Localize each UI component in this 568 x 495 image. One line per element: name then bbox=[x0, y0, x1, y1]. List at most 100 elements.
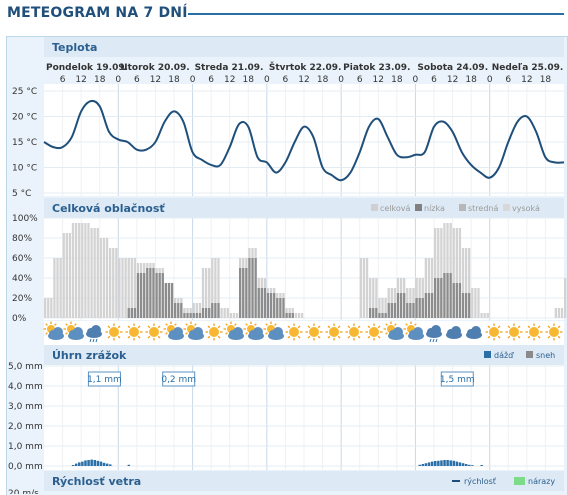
sun-disc bbox=[549, 327, 559, 337]
precip-bar bbox=[464, 464, 468, 466]
cloud-shape bbox=[431, 325, 441, 335]
cloud-low-bar bbox=[396, 293, 400, 318]
hour-label: 18 bbox=[94, 75, 106, 85]
cloud-total-bar bbox=[112, 248, 115, 318]
sun-disc bbox=[289, 327, 299, 337]
sun-ray bbox=[327, 325, 331, 329]
cloud-total-bar bbox=[87, 223, 90, 318]
sun-ray bbox=[207, 325, 211, 329]
rain-icon bbox=[426, 325, 442, 343]
sun-disc bbox=[129, 327, 139, 337]
cloud-total-bar bbox=[65, 233, 68, 318]
cloud-total-bar bbox=[198, 303, 202, 318]
precip-bar bbox=[458, 462, 462, 466]
cloud-total-bar bbox=[375, 278, 378, 318]
cloud-total-bar bbox=[477, 288, 480, 318]
precip-callout-box bbox=[440, 371, 474, 387]
hour-label: 12 bbox=[373, 75, 384, 85]
precip-bar bbox=[99, 461, 103, 466]
rain-drop bbox=[432, 338, 435, 343]
sun-ray bbox=[357, 325, 361, 329]
cloud-total-bar bbox=[560, 308, 564, 318]
sun-ray bbox=[297, 325, 301, 329]
cloud-total-bar bbox=[461, 248, 465, 318]
cloud-total-bar bbox=[93, 228, 96, 318]
cloud-total-bar bbox=[300, 313, 304, 318]
cloud-low-bar bbox=[211, 303, 214, 318]
cloud-total-bar bbox=[62, 233, 65, 318]
precip-callout-box bbox=[162, 371, 196, 387]
sun-ray bbox=[165, 332, 168, 335]
partly-cloudy-icon bbox=[243, 321, 264, 340]
cloud-low-bar bbox=[384, 313, 387, 318]
partly-cloudy-icon bbox=[183, 321, 204, 340]
cloud-low-bar bbox=[403, 293, 406, 318]
precip-callout-box bbox=[87, 371, 121, 387]
cloud-legend-label: celková bbox=[380, 204, 411, 213]
cloud-icon bbox=[466, 326, 482, 339]
hour-label: 18 bbox=[168, 75, 180, 85]
precip-bar bbox=[81, 461, 84, 466]
precip-bar bbox=[452, 460, 456, 466]
cloud-total-bar bbox=[127, 258, 130, 318]
cloud-low-bar bbox=[415, 298, 418, 318]
hour-label: 12 bbox=[447, 75, 458, 85]
cloud-low-bar bbox=[455, 283, 458, 318]
sun-ray bbox=[317, 335, 321, 339]
cloud-low-bar bbox=[291, 313, 294, 318]
cloud-shape bbox=[451, 326, 461, 336]
cloud-low-bar bbox=[183, 313, 186, 318]
sun-ray bbox=[287, 335, 291, 339]
sun-ray bbox=[557, 335, 561, 339]
cloud-total-bar bbox=[449, 223, 452, 318]
cloud-low-bar bbox=[127, 308, 130, 318]
precip-legend-label: sneh bbox=[536, 351, 555, 360]
rain-drop bbox=[429, 338, 432, 343]
wind-legend-swatch bbox=[514, 477, 525, 485]
sun-ray bbox=[157, 335, 161, 339]
cloud-total-bar bbox=[53, 258, 56, 318]
cloud-total-bar bbox=[68, 233, 72, 318]
cloud-shape bbox=[253, 327, 263, 337]
cloud-low-bar bbox=[279, 298, 282, 318]
precip-bar bbox=[109, 464, 112, 466]
cloud-low-bar bbox=[192, 313, 195, 318]
sun-ray bbox=[405, 323, 408, 326]
hour-label: 0 bbox=[413, 75, 419, 85]
temp-tick-label: 10 °C bbox=[12, 164, 37, 174]
cloud-total-bar bbox=[47, 298, 50, 318]
cloud-low-bar bbox=[443, 273, 446, 318]
cloud-total-bar bbox=[99, 238, 103, 318]
temp-header-bar bbox=[44, 37, 564, 57]
sun-ray bbox=[45, 323, 48, 326]
sun-ray bbox=[507, 325, 511, 329]
cloud-total-bar bbox=[554, 308, 558, 318]
cloud-total-bar bbox=[96, 228, 99, 318]
partly-cloudy-icon bbox=[403, 321, 424, 340]
cloud-low-bar bbox=[257, 288, 260, 318]
sun-ray bbox=[307, 335, 311, 339]
cloud-low-bar bbox=[461, 293, 465, 318]
sun-ray bbox=[245, 332, 248, 335]
cloud-total-bar bbox=[384, 298, 387, 318]
cloud-total-bar bbox=[192, 303, 195, 318]
cloud-total-bar bbox=[217, 258, 220, 318]
precip-bar bbox=[102, 462, 106, 466]
cloud-total-bar bbox=[430, 258, 434, 318]
cloud-total-bar bbox=[480, 313, 483, 318]
hour-label: 12 bbox=[298, 75, 309, 85]
sun-ray bbox=[557, 325, 561, 329]
cloud-total-bar bbox=[44, 298, 47, 318]
precip-tick-label: 5,0 mm bbox=[8, 362, 43, 372]
precip-bar bbox=[105, 463, 109, 466]
cloud-low-bar bbox=[214, 303, 217, 318]
hour-label: 0 bbox=[264, 75, 270, 85]
cloud-low-bar bbox=[378, 313, 381, 318]
sun-ray bbox=[547, 335, 551, 339]
partly-cloudy-icon bbox=[223, 321, 244, 340]
precip-bar bbox=[440, 460, 443, 466]
cloud-low-bar bbox=[437, 278, 440, 318]
cloud-low-bar bbox=[174, 303, 177, 318]
cloud-low-bar bbox=[390, 303, 393, 318]
cloud-total-bar bbox=[455, 228, 458, 318]
